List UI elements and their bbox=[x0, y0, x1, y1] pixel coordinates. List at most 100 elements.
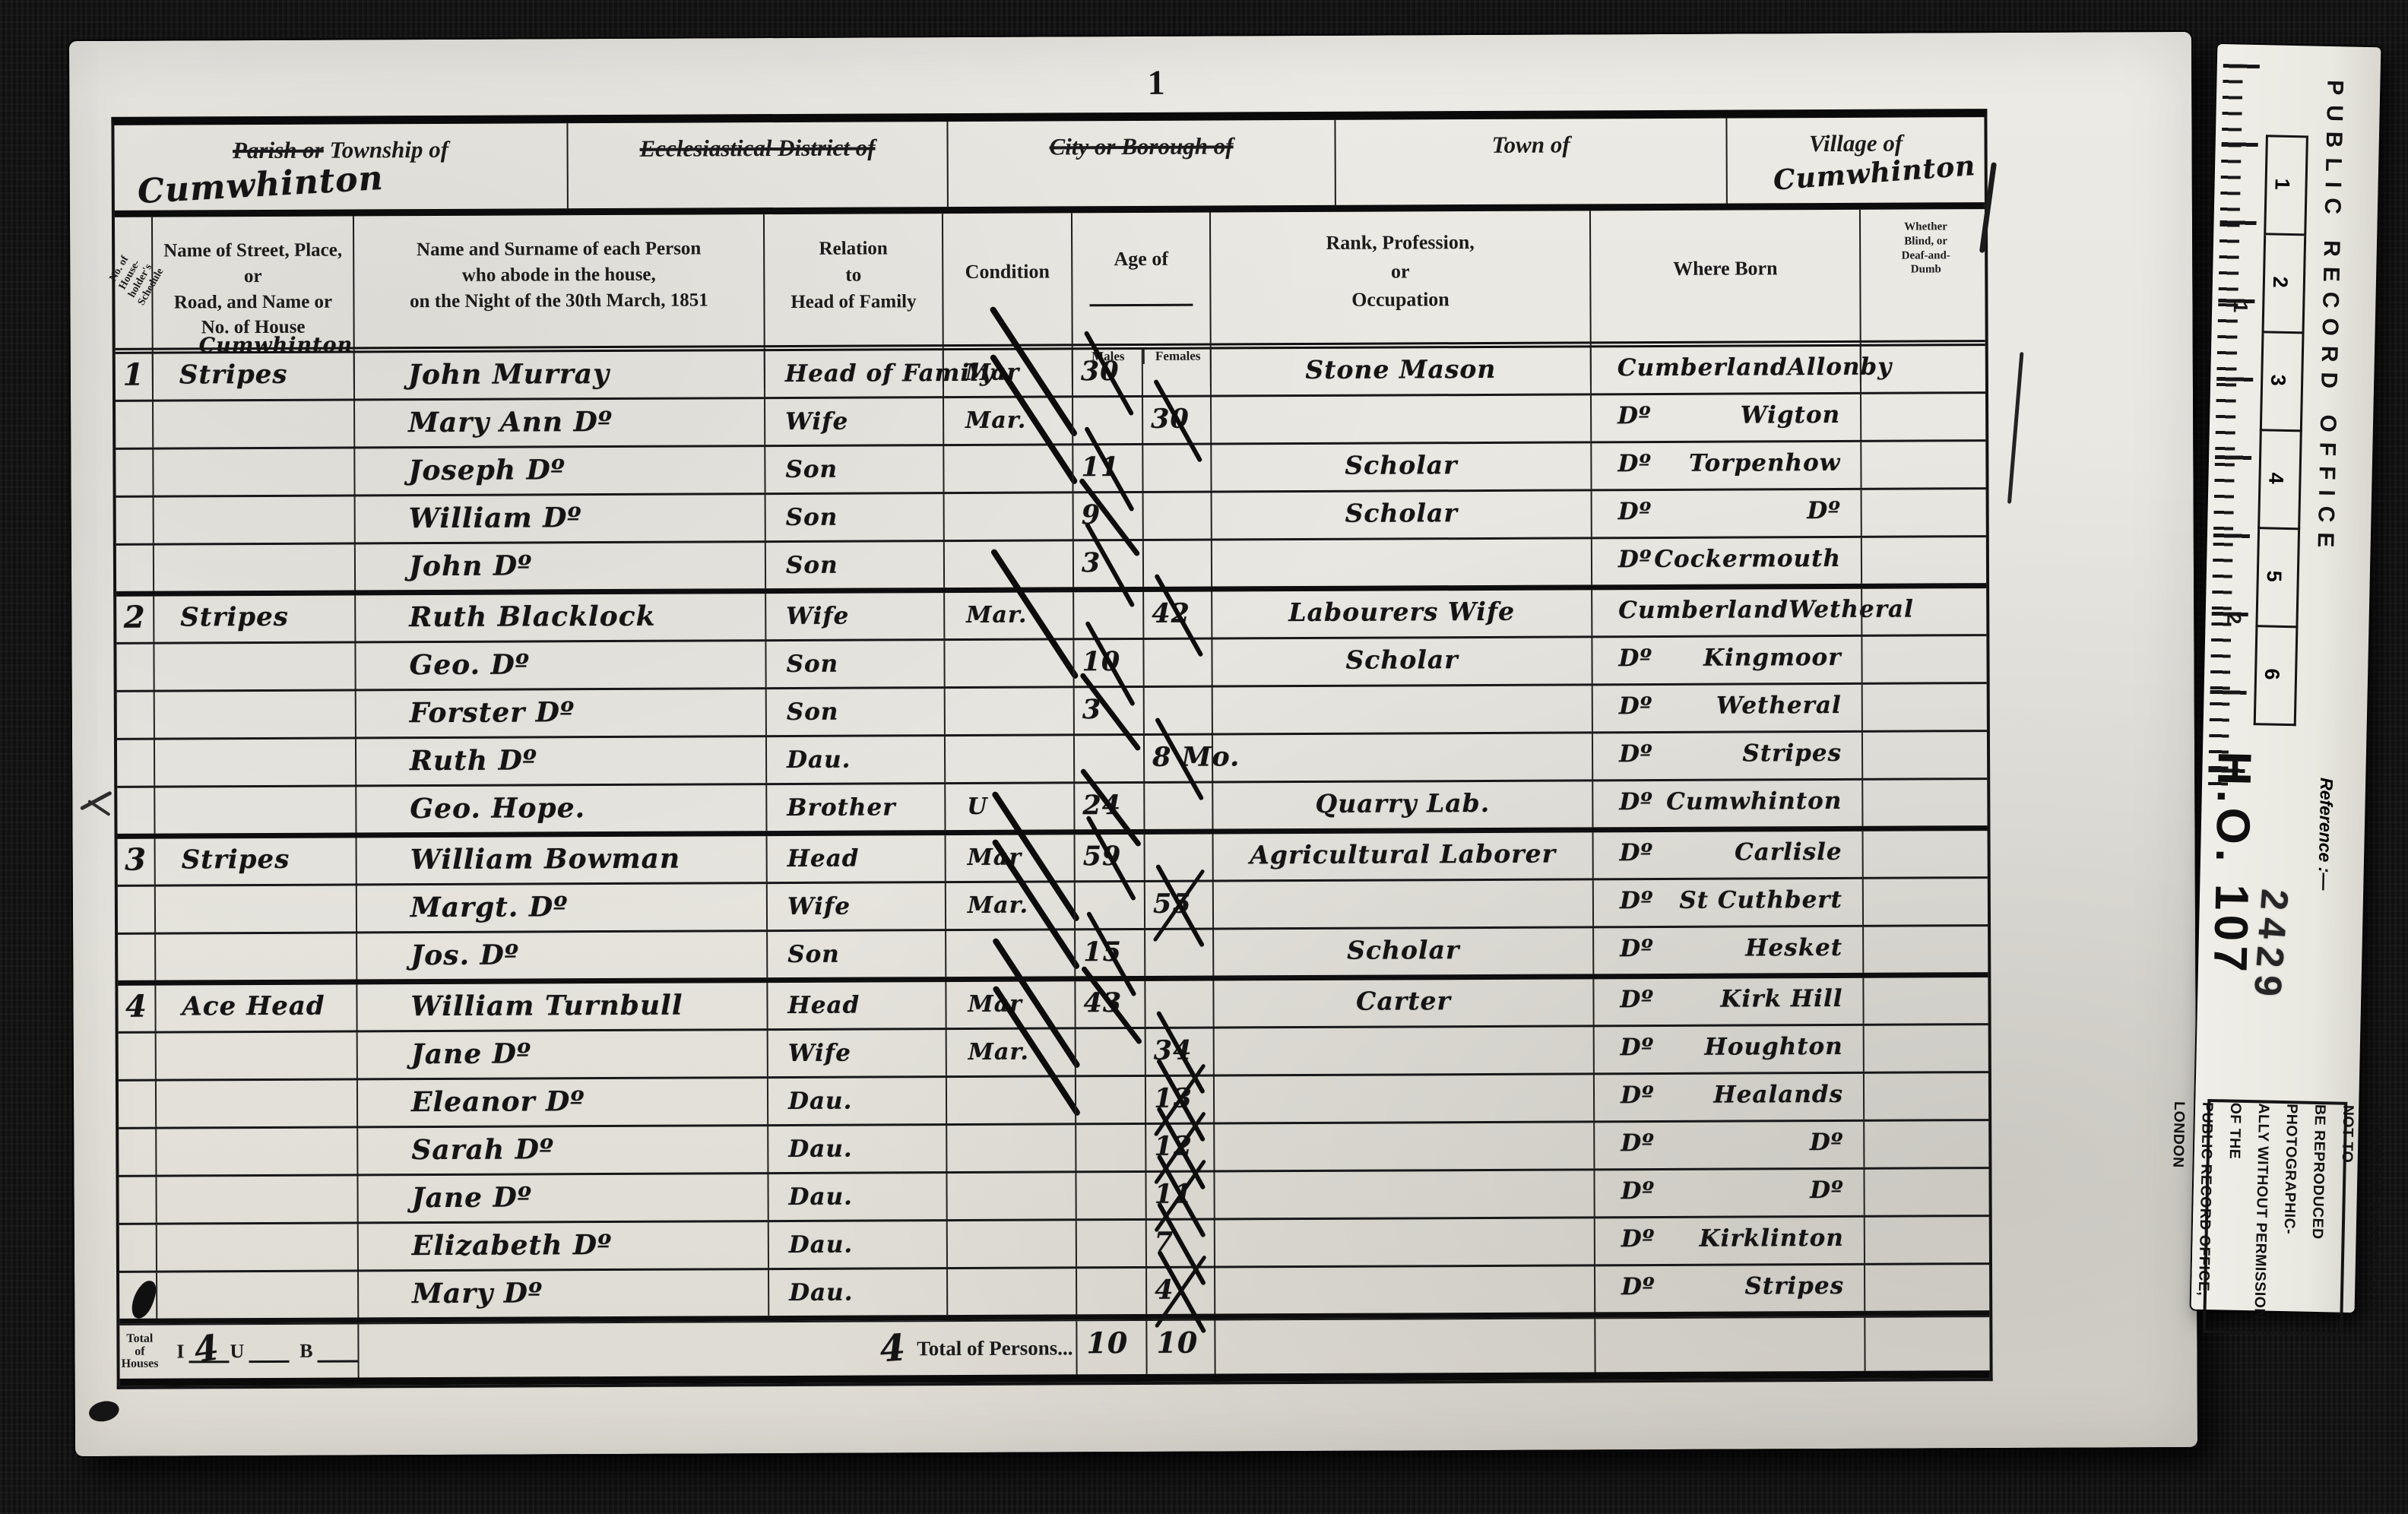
piece-number-stamp: 2429 bbox=[2245, 887, 2297, 1006]
cell-condition bbox=[943, 541, 1073, 588]
cell-infirmity bbox=[1863, 1121, 1989, 1167]
cell-age-male bbox=[1075, 1124, 1145, 1171]
cell-condition: Mar. bbox=[944, 882, 1075, 930]
cell-where-born-b2: Dº bbox=[1809, 1128, 1844, 1157]
cell-where-born-b1: Dº bbox=[1618, 645, 1652, 673]
building-label: B bbox=[299, 1339, 313, 1362]
cell-street-text: Stripes bbox=[180, 601, 289, 633]
cell-where-born: Dº Kingmoor bbox=[1591, 636, 1861, 684]
ruler-cm-number: 3 bbox=[2267, 374, 2290, 387]
cell-where-born-b2: Kingmoor bbox=[1703, 643, 1842, 672]
cell-age-male: 30 bbox=[1071, 349, 1142, 396]
cell-age-female-text: 42 bbox=[1152, 597, 1191, 629]
age-divider bbox=[1089, 303, 1193, 307]
cell-where-born-b2: Kirklinton bbox=[1699, 1224, 1844, 1253]
total-houses-label: Total of Houses bbox=[121, 1332, 159, 1371]
cell-name: Jane Dº bbox=[356, 1031, 767, 1078]
cell-occupation bbox=[1212, 1027, 1593, 1075]
building-blank bbox=[317, 1339, 358, 1363]
cell-occupation-text: Scholar bbox=[1345, 645, 1459, 675]
cell-relation: Son bbox=[765, 641, 944, 688]
cell-where-born-b2: Stripes bbox=[1744, 1272, 1845, 1300]
pro-reference-card: 1 2 1 2 3 4 5 6 PUBLIC RECORD OFFICE Referenc… bbox=[2169, 43, 2384, 1336]
cell-relation-text: Dau. bbox=[787, 746, 851, 774]
cell-occupation: Scholar bbox=[1210, 443, 1591, 491]
cell-where-born: Dº Stripes bbox=[1594, 1265, 1865, 1313]
totals-occupation-empty bbox=[1214, 1319, 1595, 1374]
cell-relation: Dau. bbox=[767, 1221, 946, 1269]
cell-where-born: Dº Kirklinton bbox=[1593, 1217, 1864, 1265]
cell-occupation bbox=[1213, 1123, 1594, 1170]
ecclesiastical-header-cell: Ecclesiastical District of bbox=[566, 122, 947, 209]
cell-occupation bbox=[1212, 880, 1593, 928]
cell-name-text: Jos. Dº bbox=[410, 939, 519, 972]
ruler-cm-box: 5 bbox=[2255, 529, 2301, 629]
cell-name: John Dº bbox=[353, 543, 765, 591]
cell-condition-text: Mar. bbox=[968, 1038, 1029, 1066]
table-row: Jane Dº Wife Mar. 34 Dº Houghton bbox=[118, 1025, 1988, 1082]
cell-where-born-b2: Dº bbox=[1810, 1176, 1844, 1205]
cell-name-text: Mary Dº bbox=[412, 1277, 543, 1310]
cell-infirmity bbox=[1864, 1265, 1990, 1311]
totals-born-empty bbox=[1594, 1317, 1865, 1373]
parish-value-handwritten: Cumwhinton bbox=[136, 158, 385, 212]
cell-name: Mary Dº bbox=[357, 1270, 768, 1318]
ruler-cm-box: 4 bbox=[2258, 431, 2302, 531]
cell-where-born-b1: Dº bbox=[1619, 788, 1653, 816]
cell-schedule-number-text: 4 bbox=[125, 988, 148, 1025]
cell-age-male bbox=[1074, 1076, 1145, 1123]
city-borough-header-cell: City or Borough of bbox=[946, 119, 1335, 207]
cell-schedule-number bbox=[116, 402, 152, 448]
cell-relation: Son bbox=[765, 689, 944, 736]
cell-name: Jane Dº bbox=[356, 1174, 768, 1222]
cell-relation-text: Wife bbox=[787, 1039, 851, 1067]
cell-where-born-b1: Dº bbox=[1620, 935, 1654, 963]
cell-street bbox=[153, 643, 355, 690]
cell-relation-text: Head of Family bbox=[784, 359, 995, 388]
cell-street bbox=[154, 1032, 356, 1079]
cell-where-born-b2: Torpenhow bbox=[1688, 448, 1841, 477]
cell-where-born: Dº Cockermouth bbox=[1590, 537, 1861, 585]
cell-relation-text: Head bbox=[787, 844, 860, 873]
cell-occupation: Stone Mason bbox=[1209, 347, 1590, 395]
cell-occupation: Carter bbox=[1212, 979, 1593, 1027]
cell-age-female bbox=[1142, 540, 1212, 587]
cell-street bbox=[153, 691, 355, 738]
cell-relation-text: Son bbox=[787, 940, 840, 968]
cell-occupation-text: Stone Mason bbox=[1305, 353, 1497, 385]
table-row: Sarah Dº Dau. 12 Dº Dº bbox=[119, 1121, 1989, 1177]
cell-occupation: Quarry Lab. bbox=[1212, 781, 1592, 829]
cell-relation: Wife bbox=[765, 593, 944, 640]
cell-relation-text: Son bbox=[786, 698, 839, 726]
cell-schedule-number bbox=[116, 450, 152, 496]
cell-age-male: 3 bbox=[1072, 540, 1143, 588]
cell-where-born: Dº Dº bbox=[1593, 1121, 1864, 1169]
total-persons-label: Total of Persons... bbox=[917, 1335, 1073, 1360]
cell-name: Ruth Blacklock bbox=[354, 594, 765, 641]
cell-age-female: 8 Mo. bbox=[1142, 735, 1240, 781]
cell-age-female bbox=[1142, 445, 1211, 491]
cell-where-born-b2: Hesket bbox=[1745, 933, 1843, 962]
ruler-inch-2: 2 bbox=[2223, 613, 2246, 625]
ruler-cm-column: 1 2 3 4 5 6 bbox=[2253, 135, 2308, 727]
cell-infirmity bbox=[1860, 537, 1987, 584]
cell-where-born-b2: Kirk Hill bbox=[1720, 984, 1843, 1013]
cell-street: Stripes Cumwhinton bbox=[151, 333, 354, 400]
village-label: Village of bbox=[1808, 129, 1903, 157]
totals-row: Total of Houses I 4 U B 4 Total of Perso… bbox=[119, 1316, 1990, 1386]
cell-infirmity bbox=[1860, 442, 1986, 488]
town-label: Town of bbox=[1491, 131, 1570, 158]
cell-where-born: Dº St Cuthbert bbox=[1592, 879, 1863, 926]
table-row: Geo. Dº Son 10 Scholar Dº Kingmoor bbox=[116, 636, 1987, 692]
cell-occupation bbox=[1213, 1218, 1594, 1266]
cell-age-female: 55 bbox=[1143, 882, 1213, 928]
cell-occupation-text: Labourers Wife bbox=[1288, 596, 1516, 628]
cell-relation-text: Brother bbox=[787, 793, 896, 822]
cell-infirmity bbox=[1860, 489, 1986, 536]
table-row: Forster Dº Son 3 Dº Wetheral bbox=[116, 684, 1987, 740]
ruler-cm-box: 1 bbox=[2264, 135, 2308, 236]
cell-age-male bbox=[1073, 882, 1145, 929]
cell-relation: Dau. bbox=[767, 1174, 946, 1221]
cell-schedule-number bbox=[119, 1225, 156, 1271]
cell-where-born-b2: Wigton bbox=[1740, 401, 1841, 429]
